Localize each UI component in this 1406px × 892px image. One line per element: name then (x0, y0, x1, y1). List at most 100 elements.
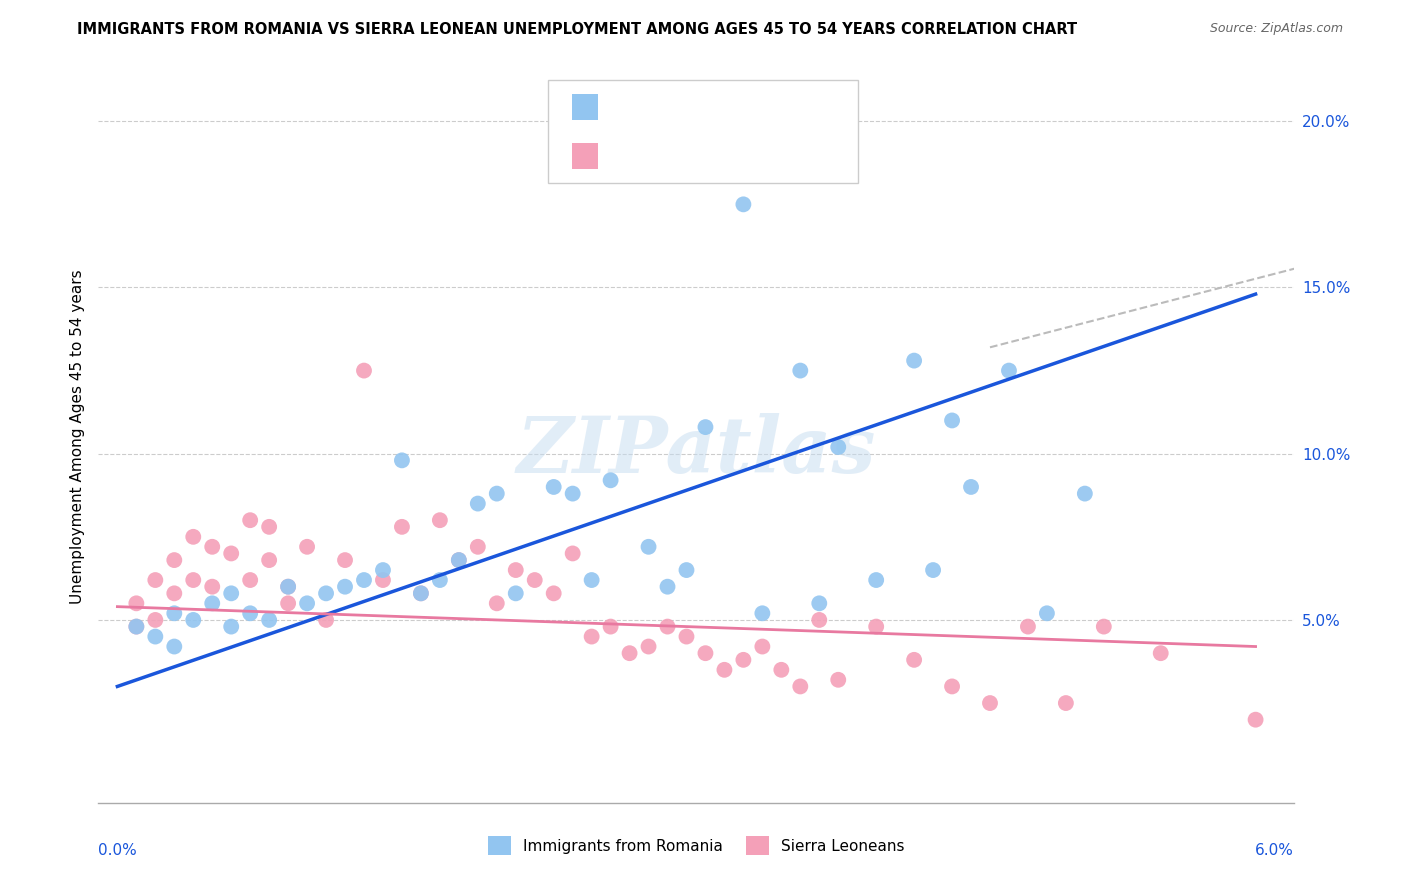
Point (467, 540, 489, 554)
Point (467, 497, 489, 511)
Point (219, 546, 242, 560)
Point (163, 586, 186, 600)
Point (827, 440, 849, 454)
Point (371, 573, 394, 587)
Point (219, 586, 242, 600)
Point (143, 573, 166, 587)
Point (353, 363, 375, 377)
Legend: Immigrants from Romania, Sierra Leoneans: Immigrants from Romania, Sierra Leoneans (482, 830, 910, 861)
Point (675, 630, 697, 644)
Point (181, 613, 204, 627)
Point (447, 553, 470, 567)
Point (960, 480, 983, 494)
Point (751, 607, 773, 621)
Point (505, 586, 527, 600)
Point (675, 563, 697, 577)
Point (599, 473, 621, 487)
Point (637, 540, 659, 554)
Point (163, 640, 186, 654)
Point (295, 596, 318, 610)
Point (827, 673, 849, 687)
Point (770, 663, 793, 677)
Point (657, 580, 679, 594)
Point (163, 553, 186, 567)
Point (543, 480, 565, 494)
Point (257, 613, 280, 627)
Point (353, 573, 375, 587)
Point (181, 573, 204, 587)
Point (181, 530, 204, 544)
Text: 0.0%: 0.0% (98, 843, 138, 858)
Point (922, 563, 945, 577)
Point (733, 197, 755, 211)
Point (257, 553, 280, 567)
Point (998, 363, 1021, 377)
Point (257, 520, 280, 534)
Point (315, 613, 337, 627)
Text: 0.641: 0.641 (651, 98, 703, 116)
Point (657, 619, 679, 633)
Text: Source: ZipAtlas.com: Source: ZipAtlas.com (1209, 22, 1343, 36)
Point (561, 486, 583, 500)
Point (201, 580, 224, 594)
Text: 44: 44 (749, 98, 773, 116)
Point (315, 586, 337, 600)
Point (789, 363, 811, 377)
Point (713, 663, 735, 677)
Text: 6.0%: 6.0% (1254, 843, 1294, 858)
Point (903, 653, 925, 667)
Point (239, 573, 262, 587)
Point (295, 540, 318, 554)
Point (1017, 619, 1039, 633)
Point (1054, 696, 1077, 710)
Point (581, 630, 603, 644)
Point (277, 580, 299, 594)
Point (333, 580, 356, 594)
Point (125, 596, 148, 610)
Point (201, 596, 224, 610)
Point (125, 619, 148, 633)
Point (1092, 619, 1115, 633)
Point (637, 640, 659, 654)
Point (543, 586, 565, 600)
Point (619, 646, 641, 660)
Point (733, 653, 755, 667)
Point (1244, 713, 1267, 727)
Point (1150, 646, 1173, 660)
Y-axis label: Unemployment Among Ages 45 to 54 years: Unemployment Among Ages 45 to 54 years (69, 269, 84, 605)
Point (143, 630, 166, 644)
Text: -0.114: -0.114 (651, 147, 710, 165)
Point (277, 580, 299, 594)
Point (239, 513, 262, 527)
Point (429, 573, 451, 587)
Point (485, 486, 508, 500)
Text: R =: R = (609, 98, 645, 116)
Point (333, 553, 356, 567)
Point (789, 680, 811, 694)
Point (599, 619, 621, 633)
Point (485, 596, 508, 610)
Point (523, 573, 546, 587)
Point (979, 696, 1001, 710)
Point (239, 607, 262, 621)
Point (1036, 607, 1059, 621)
Point (865, 573, 887, 587)
Point (695, 420, 717, 434)
Point (277, 596, 299, 610)
Point (751, 640, 773, 654)
Point (808, 613, 831, 627)
Point (219, 619, 242, 633)
Text: ZIPatlas: ZIPatlas (516, 414, 876, 490)
Point (941, 680, 963, 694)
Point (125, 619, 148, 633)
Text: N =: N = (714, 147, 751, 165)
Point (371, 563, 394, 577)
Point (505, 563, 527, 577)
Point (865, 619, 887, 633)
Point (409, 586, 432, 600)
Point (391, 453, 413, 467)
Point (581, 573, 603, 587)
Point (163, 607, 186, 621)
Point (409, 586, 432, 600)
Point (808, 596, 831, 610)
